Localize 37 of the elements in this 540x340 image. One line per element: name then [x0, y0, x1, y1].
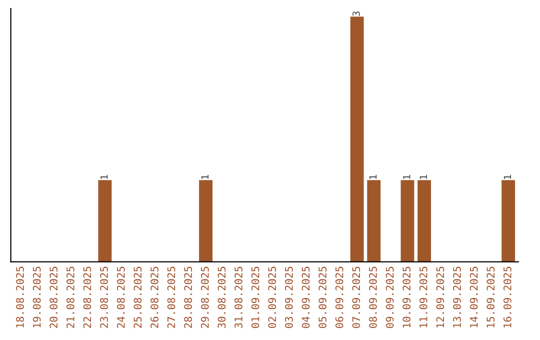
x-tick-label: 05.09.2025	[318, 266, 326, 328]
x-tick-label: 23.08.2025	[100, 266, 108, 328]
x-tick-label: 10.09.2025	[402, 266, 411, 328]
x-tick-label: 26.08.2025	[150, 266, 158, 328]
x-tick-label: 15.09.2025	[486, 266, 495, 328]
x-tick-label: 20.08.2025	[50, 266, 58, 328]
x-tick-label: 18.08.2025	[16, 266, 24, 328]
x-tick-label: 07.09.2025	[352, 266, 360, 328]
x-tick-label: 12.09.2025	[436, 266, 444, 328]
x-tick-label: 04.09.2025	[302, 266, 310, 328]
x-tick-label: 25.08.2025	[134, 266, 142, 328]
data-label: 1	[201, 174, 208, 179]
x-tick-label: 21.08.2025	[66, 266, 74, 328]
data-label: 1	[369, 174, 377, 179]
x-tick-label: 29.08.2025	[200, 266, 209, 328]
x-tick-label: 09.09.2025	[386, 266, 394, 328]
x-tick-label: 14.09.2025	[470, 266, 478, 328]
data-label: 3	[352, 12, 360, 16]
x-tick-label: 28.08.2025	[184, 266, 192, 328]
x-tick-label: 08.09.2025	[369, 266, 377, 328]
x-tick-label: 13.09.2025	[453, 266, 461, 328]
x-tick-label: 02.09.2025	[268, 266, 276, 328]
x-tick-label: 11.09.2025	[419, 266, 428, 328]
x-tick-label: 30.08.2025	[218, 266, 226, 328]
data-label: 1	[420, 174, 427, 179]
x-tick-label: 31.08.2025	[234, 266, 242, 328]
data-label: 1	[403, 174, 410, 179]
data-label: 1	[504, 174, 512, 179]
x-tick-label: 22.08.2025	[83, 266, 92, 328]
x-tick-label: 19.08.2025	[32, 266, 41, 328]
x-tick-label: 16.09.2025	[503, 266, 512, 328]
x-tick-label: 24.08.2025	[116, 266, 125, 328]
x-tick-label: 01.09.2025	[251, 266, 260, 328]
data-label: 1	[100, 174, 108, 179]
x-tick-label: 27.08.2025	[167, 266, 176, 328]
x-tick-label: 06.09.2025	[335, 266, 344, 328]
x-tick-label: 03.09.2025	[284, 266, 293, 328]
